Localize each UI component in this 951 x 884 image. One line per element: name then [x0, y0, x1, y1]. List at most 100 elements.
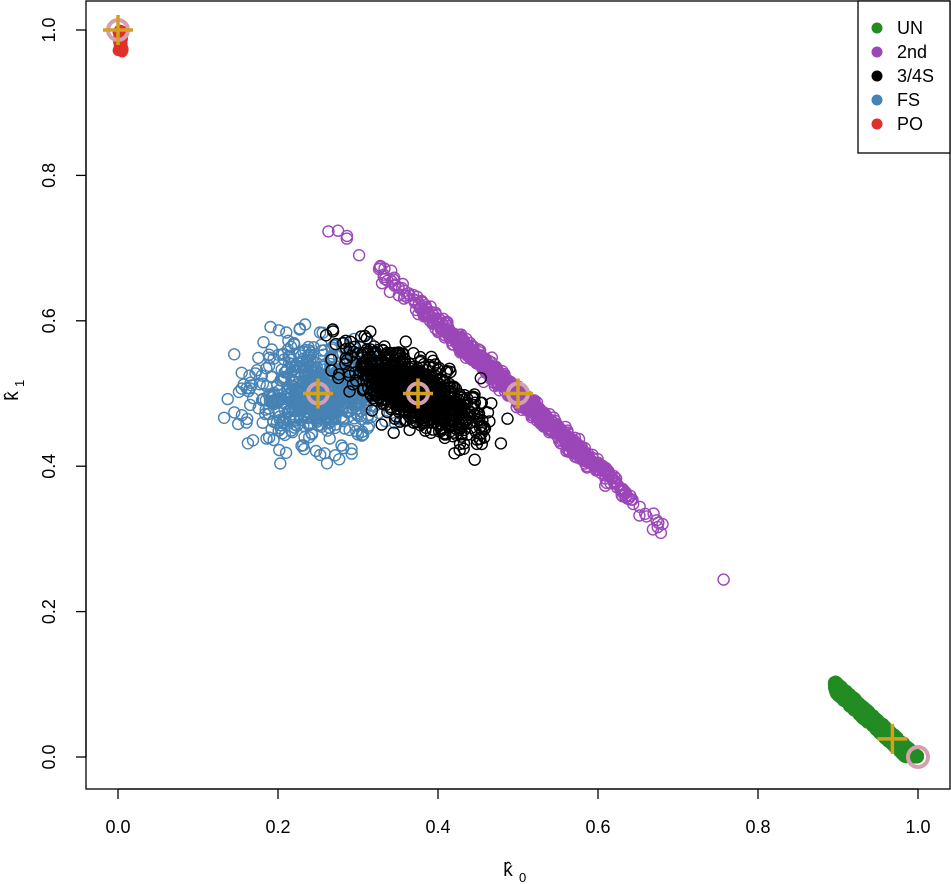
data-point	[270, 395, 284, 408]
data-point	[388, 346, 401, 360]
data-point	[370, 373, 383, 386]
data-point	[468, 453, 481, 466]
data-point	[434, 394, 448, 407]
data-point	[296, 355, 309, 368]
data-point	[445, 415, 458, 428]
data-point	[363, 376, 376, 389]
data-point	[439, 365, 453, 379]
data-point	[267, 386, 281, 399]
legend: UN 2nd 3/4S FS PO	[857, 0, 951, 154]
data-point	[325, 398, 338, 411]
data-point	[326, 407, 340, 420]
data-point	[468, 391, 481, 404]
data-point	[345, 447, 358, 460]
data-point	[351, 394, 365, 407]
data-point	[857, 703, 870, 716]
data-point	[449, 403, 463, 417]
data-point	[117, 43, 129, 55]
data-point	[599, 461, 613, 475]
data-point	[249, 367, 262, 380]
data-point	[329, 449, 342, 462]
x-tick-label: 0.2	[265, 817, 290, 837]
data-point	[365, 410, 378, 424]
y-axis-label-subscript: 1	[12, 380, 27, 387]
data-point	[608, 475, 622, 488]
data-point	[301, 418, 315, 431]
data-point	[562, 445, 576, 459]
legend-label: 2nd	[897, 42, 927, 62]
data-point	[494, 437, 508, 450]
data-point	[315, 338, 328, 352]
legend-label: FS	[897, 90, 920, 110]
reference-markers	[103, 15, 930, 769]
expected-value-marker	[906, 745, 930, 769]
data-point	[257, 336, 270, 349]
data-point	[235, 366, 248, 379]
data-point	[337, 441, 350, 455]
data-point	[295, 439, 308, 452]
legend-swatch	[871, 118, 883, 130]
data-point	[241, 437, 255, 450]
y-tick-label: 1.0	[39, 17, 59, 42]
data-point	[377, 270, 390, 284]
data-point	[274, 457, 287, 470]
data-point	[217, 411, 231, 424]
data-point	[356, 346, 369, 360]
data-point	[340, 342, 353, 356]
y-tick-label: 0.4	[39, 454, 59, 479]
data-point	[265, 370, 278, 383]
data-point	[379, 371, 393, 384]
legend-item: UN	[871, 18, 923, 38]
x-tick-label: 0.6	[585, 817, 610, 837]
data-point	[264, 320, 277, 334]
data-point	[581, 454, 594, 467]
data-point	[345, 442, 358, 456]
data-point	[339, 334, 352, 347]
data-point	[371, 344, 384, 357]
data-point	[370, 388, 383, 401]
data-point	[323, 432, 336, 445]
data-point	[560, 432, 573, 445]
data-point	[401, 291, 414, 304]
data-point	[279, 446, 293, 459]
data-point	[599, 479, 612, 492]
data-point	[360, 332, 373, 345]
data-point	[414, 419, 427, 432]
data-point	[501, 412, 514, 425]
data-point	[561, 430, 574, 444]
data-point	[352, 248, 366, 262]
data-point	[302, 340, 315, 354]
x-tick-label: 1.0	[905, 817, 930, 837]
legend-label: PO	[897, 114, 923, 134]
data-point	[309, 444, 323, 458]
data-point	[331, 224, 345, 237]
data-point	[326, 374, 339, 387]
data-point	[836, 686, 849, 699]
data-point	[387, 426, 400, 439]
data-point	[283, 412, 296, 425]
data-point	[293, 322, 307, 335]
data-point	[278, 428, 292, 442]
data-point	[474, 372, 487, 385]
data-point	[243, 369, 256, 382]
data-point	[845, 701, 858, 714]
data-point	[281, 343, 295, 356]
x-tick-label: 0.8	[745, 817, 770, 837]
legend-swatch	[871, 22, 883, 34]
data-point	[399, 370, 412, 384]
data-point	[252, 351, 265, 365]
data-point	[434, 386, 448, 400]
mean-estimate-marker	[403, 378, 433, 409]
data-point	[231, 417, 245, 431]
data-point	[569, 437, 582, 450]
data-point	[717, 573, 730, 586]
data-point	[399, 335, 412, 348]
data-point	[652, 516, 665, 529]
data-point	[396, 277, 409, 291]
data-point	[476, 414, 489, 427]
data-point	[416, 296, 429, 309]
data-point	[260, 432, 273, 445]
data-point	[375, 354, 388, 368]
data-point	[419, 407, 432, 420]
data-point	[478, 431, 491, 444]
